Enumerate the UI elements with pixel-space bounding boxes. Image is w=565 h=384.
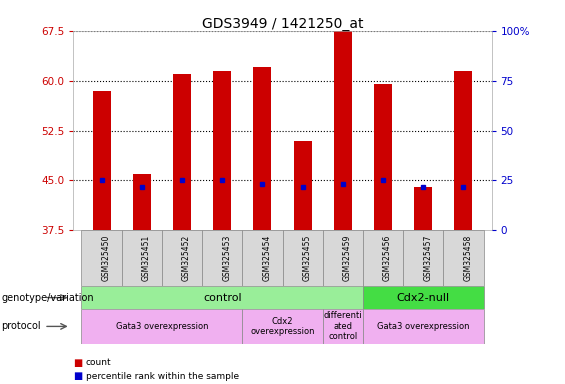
Bar <box>444 230 484 286</box>
Text: percentile rank within the sample: percentile rank within the sample <box>86 372 239 381</box>
Bar <box>282 230 323 286</box>
Bar <box>81 230 121 286</box>
Text: control: control <box>203 293 241 303</box>
Text: GSM325455: GSM325455 <box>303 235 312 281</box>
Text: GSM325450: GSM325450 <box>102 235 111 281</box>
Bar <box>173 74 191 230</box>
Text: ■: ■ <box>73 358 82 368</box>
Text: GDS3949 / 1421250_at: GDS3949 / 1421250_at <box>202 17 363 31</box>
Text: GSM325452: GSM325452 <box>182 235 191 281</box>
Bar <box>133 174 151 230</box>
Bar <box>81 309 242 344</box>
Bar <box>294 141 312 230</box>
Bar <box>403 230 444 286</box>
Bar <box>242 230 282 286</box>
Text: Cdx2-null: Cdx2-null <box>397 293 450 303</box>
Text: differenti
ated
control: differenti ated control <box>324 311 362 341</box>
Bar <box>242 309 323 344</box>
Bar <box>93 91 111 230</box>
Bar <box>323 230 363 286</box>
Text: GSM325458: GSM325458 <box>463 235 472 281</box>
Bar <box>363 286 484 309</box>
Bar <box>81 286 363 309</box>
Text: GSM325451: GSM325451 <box>142 235 151 281</box>
Bar <box>253 67 271 230</box>
Text: GSM325457: GSM325457 <box>423 235 432 281</box>
Text: GSM325459: GSM325459 <box>343 235 352 281</box>
Bar <box>323 309 363 344</box>
Text: genotype/variation: genotype/variation <box>1 293 94 303</box>
Text: GSM325456: GSM325456 <box>383 235 392 281</box>
Text: Cdx2
overexpression: Cdx2 overexpression <box>250 317 315 336</box>
Bar <box>334 31 352 230</box>
Text: GSM325454: GSM325454 <box>262 235 271 281</box>
Text: Gata3 overexpression: Gata3 overexpression <box>377 322 470 331</box>
Bar <box>414 187 432 230</box>
Bar <box>363 309 484 344</box>
Bar <box>121 230 162 286</box>
Text: count: count <box>86 358 111 367</box>
Text: ■: ■ <box>73 371 82 381</box>
Bar <box>454 71 472 230</box>
Bar <box>202 230 242 286</box>
Bar <box>162 230 202 286</box>
Text: Gata3 overexpression: Gata3 overexpression <box>116 322 208 331</box>
Text: GSM325453: GSM325453 <box>222 235 231 281</box>
Bar <box>374 84 392 230</box>
Bar <box>213 71 231 230</box>
Bar <box>363 230 403 286</box>
Text: protocol: protocol <box>1 321 41 331</box>
